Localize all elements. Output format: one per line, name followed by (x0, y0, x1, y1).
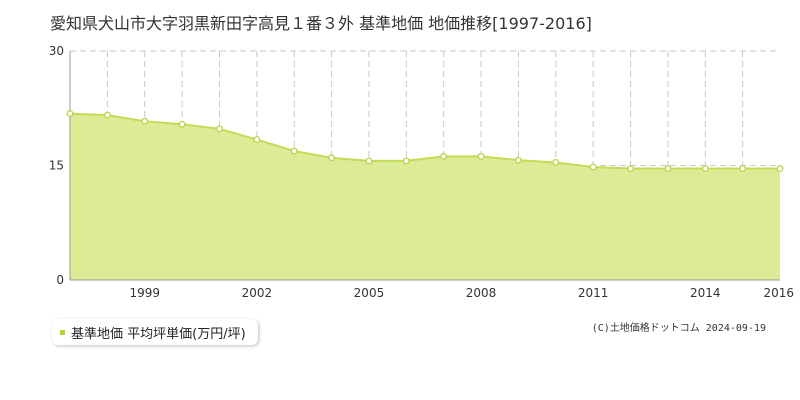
x-tick-label-1999: 1999 (129, 286, 160, 300)
data-point-2003 (290, 147, 298, 155)
tick-labels: 0 15 30 1999 2002 2005 2008 2011 2014 2016 (49, 44, 794, 300)
data-points (66, 110, 784, 173)
x-tick-label-2005: 2005 (354, 286, 385, 300)
legend: 基準地価 平均坪単価(万円/坪) (52, 319, 258, 345)
x-tick-label-2016: 2016 (763, 286, 794, 300)
data-point-2005 (365, 157, 373, 165)
data-point-2008 (477, 152, 485, 160)
series-line (69, 112, 780, 170)
y-tick-label-0: 0 (56, 273, 64, 287)
x-tick-label-2008: 2008 (466, 286, 497, 300)
data-point-2012 (627, 165, 634, 173)
data-point-2007 (440, 152, 448, 160)
data-point-2006 (402, 157, 410, 165)
data-point-1998 (103, 111, 111, 119)
data-point-2002 (253, 136, 261, 143)
area-series (69, 112, 780, 281)
data-point-2000 (178, 120, 186, 128)
data-point-2001 (216, 125, 223, 133)
data-point-2009 (514, 156, 522, 164)
legend-label: 基準地価 平均坪単価(万円/坪) (71, 326, 246, 342)
data-point-2014 (701, 165, 709, 173)
data-point-2016 (776, 165, 784, 173)
data-point-2013 (664, 165, 672, 173)
data-point-1997 (66, 110, 74, 118)
axes (69, 51, 780, 281)
x-tick-label-2011: 2011 (578, 286, 609, 300)
x-tick-label-2002: 2002 (242, 286, 273, 300)
price-trend-chart: 0 15 30 1999 2002 2005 2008 2011 2014 2016 (49, 44, 794, 300)
data-point-2011 (589, 163, 597, 171)
copyright-notice: (C)土地価格ドットコム 2024-09-19 (591, 323, 766, 334)
data-point-1999 (141, 117, 149, 125)
y-tick-label-30: 30 (49, 44, 64, 58)
data-point-2004 (328, 154, 336, 162)
legend-marker (60, 329, 65, 335)
area-fill (70, 113, 780, 281)
y-tick-label-15: 15 (49, 159, 64, 173)
x-tick-label-2014: 2014 (690, 286, 721, 300)
data-point-2015 (739, 165, 747, 173)
data-point-2010 (552, 158, 560, 166)
chart-title: 愛知県犬山市大字羽黒新田字高見１番３外 基準地価 地価推移[1997-2016] (50, 14, 592, 33)
